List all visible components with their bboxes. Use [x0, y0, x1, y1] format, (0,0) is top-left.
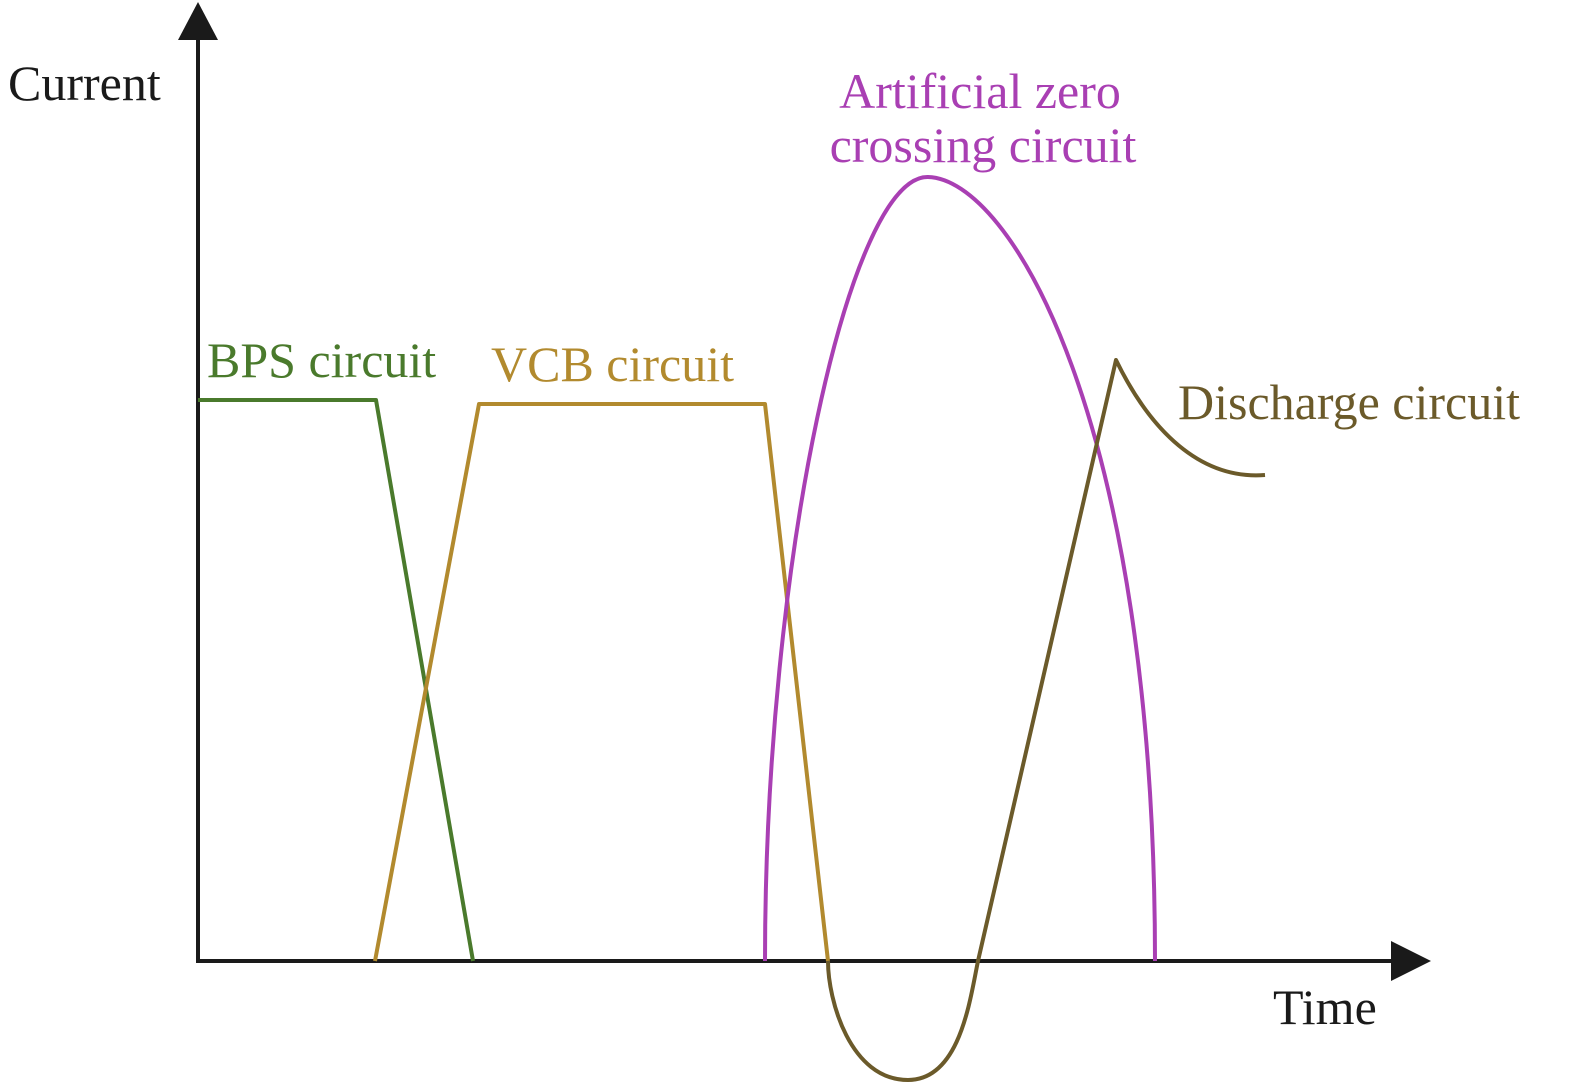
artificial-zero-crossing-curve — [763, 174, 1157, 962]
bps-circuit-curve — [198, 398, 475, 962]
x-axis-label: Time — [1273, 979, 1377, 1035]
curves — [198, 174, 1266, 1082]
x-axis-arrowhead — [1391, 941, 1431, 981]
artificial-zero-crossing-label-line-2: crossing circuit — [830, 117, 1137, 173]
y-axis-arrowhead — [178, 2, 218, 40]
y-axis-label: Current — [8, 55, 161, 111]
axes — [178, 2, 1431, 981]
artificial-zero-crossing-label-line-1: Artificial zero — [839, 63, 1121, 119]
discharge-circuit-label: Discharge circuit — [1178, 374, 1520, 430]
bps-circuit-label: BPS circuit — [207, 332, 436, 388]
discharge-circuit-curve — [826, 358, 1266, 1082]
vcb-circuit-curve — [373, 402, 830, 962]
vcb-circuit-label: VCB circuit — [491, 336, 734, 392]
labels: Current Time BPS circuit VCB circuit Art… — [8, 55, 1520, 1035]
